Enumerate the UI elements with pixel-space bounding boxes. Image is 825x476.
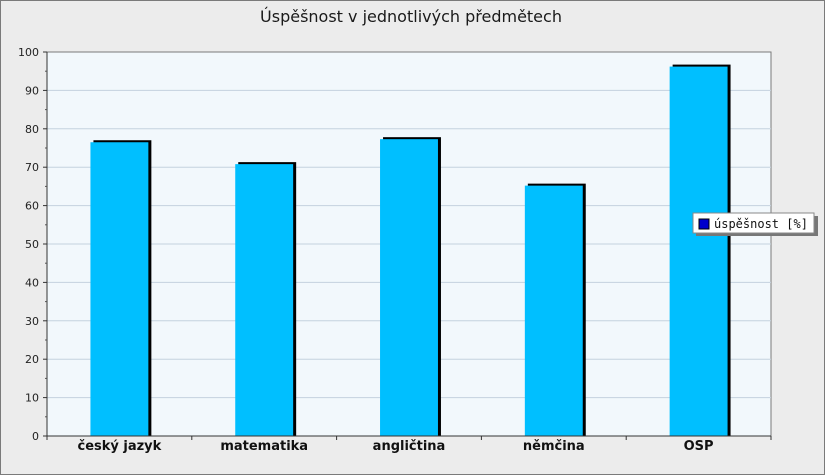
y-tick-label: 50 xyxy=(25,238,39,251)
y-tick-label: 70 xyxy=(25,161,39,174)
bar xyxy=(380,139,438,436)
y-tick-label: 40 xyxy=(25,276,39,289)
y-tick-label: 20 xyxy=(25,353,39,366)
y-tick-label: 60 xyxy=(25,200,39,213)
legend: úspěšnost [%] xyxy=(692,212,818,236)
y-tick-label: 80 xyxy=(25,123,39,136)
x-tick-label: matematika xyxy=(220,439,308,454)
y-tick-label: 0 xyxy=(32,430,39,443)
y-axis-ticks: 0 10 20 30 40 50 60 70 80 90 100 xyxy=(18,46,47,443)
bar xyxy=(524,185,583,436)
x-tick-label: angličtina xyxy=(373,439,446,454)
bars xyxy=(90,64,731,437)
y-tick-label: 30 xyxy=(25,315,39,328)
bar xyxy=(90,142,149,437)
legend-box xyxy=(692,212,815,234)
legend-swatch xyxy=(698,218,710,230)
y-tick-label: 100 xyxy=(18,46,39,59)
x-tick-label: OSP xyxy=(684,439,714,454)
x-tick-label: němčina xyxy=(523,439,585,454)
x-tick-label: český jazyk xyxy=(77,439,161,454)
bar xyxy=(235,164,294,437)
bar xyxy=(669,66,728,436)
legend-label: úspěšnost [%] xyxy=(714,217,808,231)
y-tick-label: 90 xyxy=(25,84,39,97)
chart-title: Úspěšnost v jednotlivých předmětech xyxy=(260,7,562,26)
x-axis-ticks: český jazyk matematika angličtina němčina OS… xyxy=(46,436,772,454)
y-tick-label: 10 xyxy=(25,392,39,405)
